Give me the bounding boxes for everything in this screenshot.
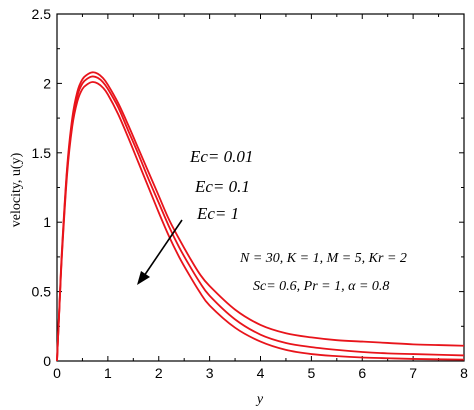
series-line-2 xyxy=(56,75,465,362)
annotation-params-line-2: Sc= 0.6, Pr = 1, α = 0.8 xyxy=(253,279,389,294)
annotation-ec-1: Ec= 1 xyxy=(196,204,239,223)
x-ticks: 0 1 2 3 4 5 6 7 8 xyxy=(53,14,468,381)
x-tick-label: 0 xyxy=(53,365,61,381)
y-ticks: 0 0.5 1 1.5 2 2.5 xyxy=(32,6,464,369)
y-tick-label: 0 xyxy=(43,353,51,369)
y-tick-label: 1.5 xyxy=(32,145,52,161)
y-tick-label: 0.5 xyxy=(32,284,52,300)
x-tick-label: 2 xyxy=(155,365,163,381)
y-tick-label: 1 xyxy=(43,214,51,230)
series-line-3 xyxy=(56,81,465,362)
annotation-arrow xyxy=(137,219,183,285)
y-tick-label: 2 xyxy=(43,75,51,91)
annotation-ec-0-01: Ec= 0.01 xyxy=(189,147,253,166)
y-axis-label: velocity, u(y) xyxy=(9,152,24,227)
x-tick-label: 4 xyxy=(257,365,265,381)
plot-frame xyxy=(56,13,465,362)
x-axis-label: y xyxy=(255,392,264,407)
x-tick-label: 8 xyxy=(460,365,468,381)
y-tick-label: 2.5 xyxy=(32,6,52,22)
series-lines xyxy=(56,71,465,362)
x-tick-label: 6 xyxy=(358,365,366,381)
x-tick-label: 5 xyxy=(307,365,315,381)
series-line-1 xyxy=(56,71,465,362)
x-tick-label: 7 xyxy=(409,365,417,381)
annotation-ec-0-1: Ec= 0.1 xyxy=(194,177,250,196)
x-tick-label: 1 xyxy=(104,365,112,381)
plot-axes xyxy=(56,13,465,362)
x-tick-label: 3 xyxy=(206,365,214,381)
annotation-params-line-1: N = 30, K = 1, M = 5, Kr = 2 xyxy=(239,251,407,266)
